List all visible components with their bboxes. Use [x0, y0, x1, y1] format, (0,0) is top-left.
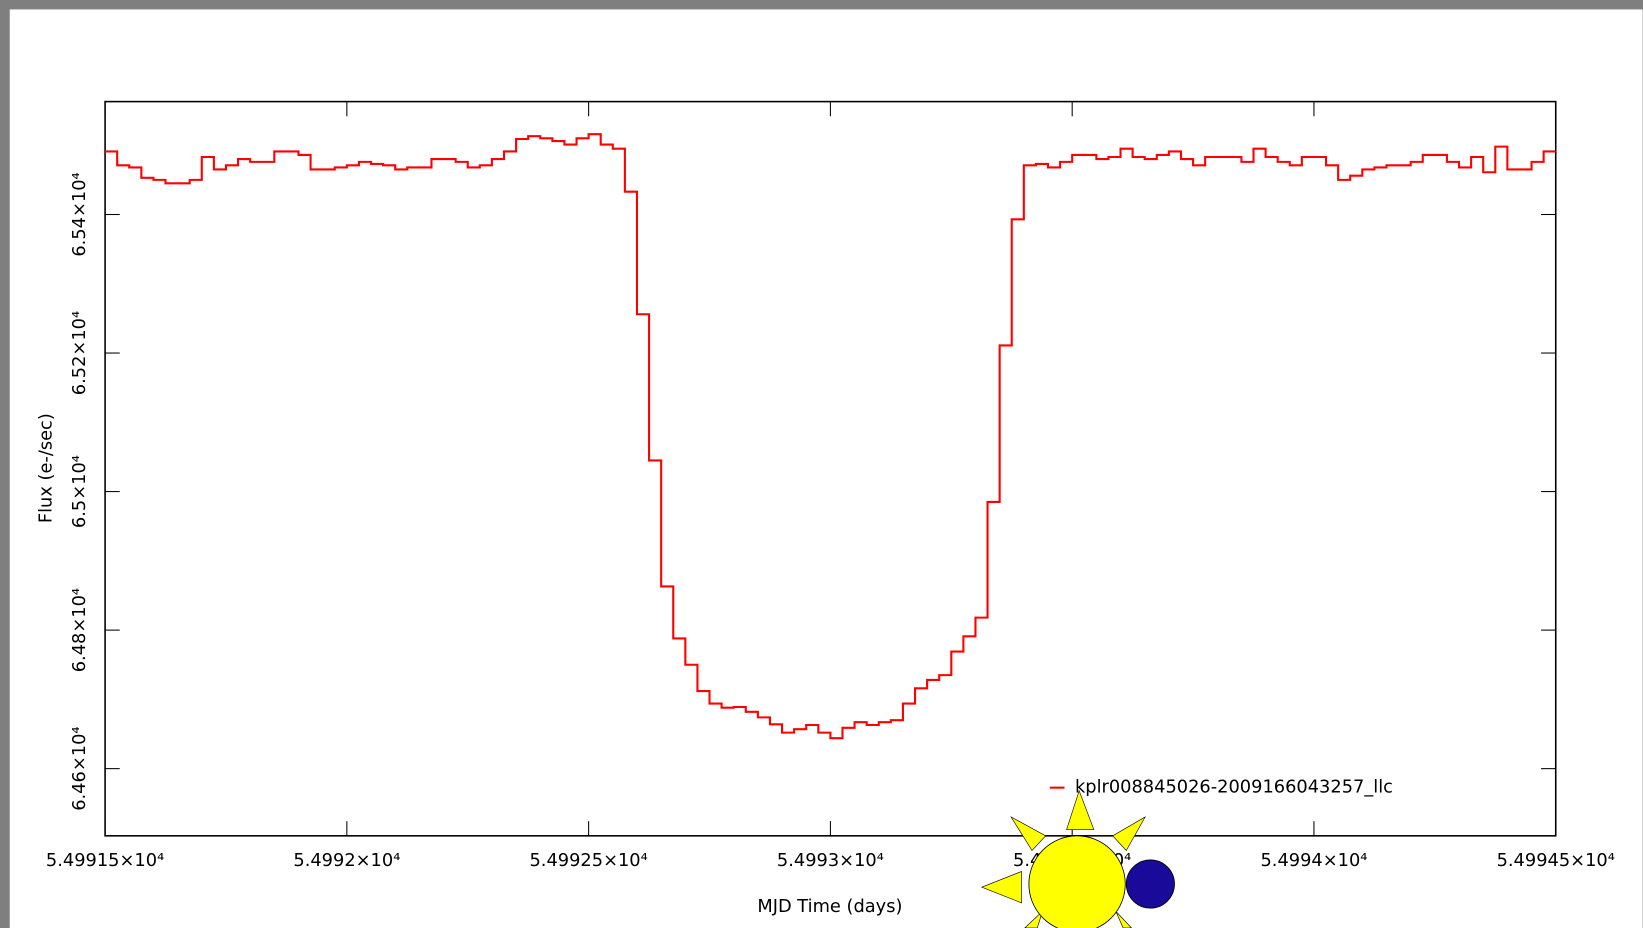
x-tick-label: 5.49945×10⁴: [1497, 850, 1615, 871]
x-tick-label: 5.49925×10⁴: [529, 850, 647, 871]
x-axis-label: MJD Time (days): [757, 896, 902, 917]
y-tick-label: 6.52×10⁴: [69, 311, 90, 395]
y-axis-label: Flux (e-/sec): [35, 413, 56, 523]
flux-line: [105, 133, 1556, 740]
y-tick-label: 6.54×10⁴: [69, 172, 90, 256]
legend-label: kplr008845026-2009166043257_llc: [1075, 777, 1393, 798]
x-tick-label: 5.4993×10⁴: [777, 850, 884, 871]
x-tick-label: 5.49915×10⁴: [46, 850, 164, 871]
logo: [980, 789, 1175, 928]
panel: [9, 9, 1643, 928]
y-tick-label: 6.48×10⁴: [69, 588, 90, 672]
y-tick-label: 6.46×10⁴: [69, 726, 90, 810]
y-tick-label: 6.5×10⁴: [69, 455, 90, 528]
x-tick-label: 5.4992×10⁴: [293, 850, 400, 871]
x-tick-label: 5.4994×10⁴: [1260, 850, 1367, 871]
